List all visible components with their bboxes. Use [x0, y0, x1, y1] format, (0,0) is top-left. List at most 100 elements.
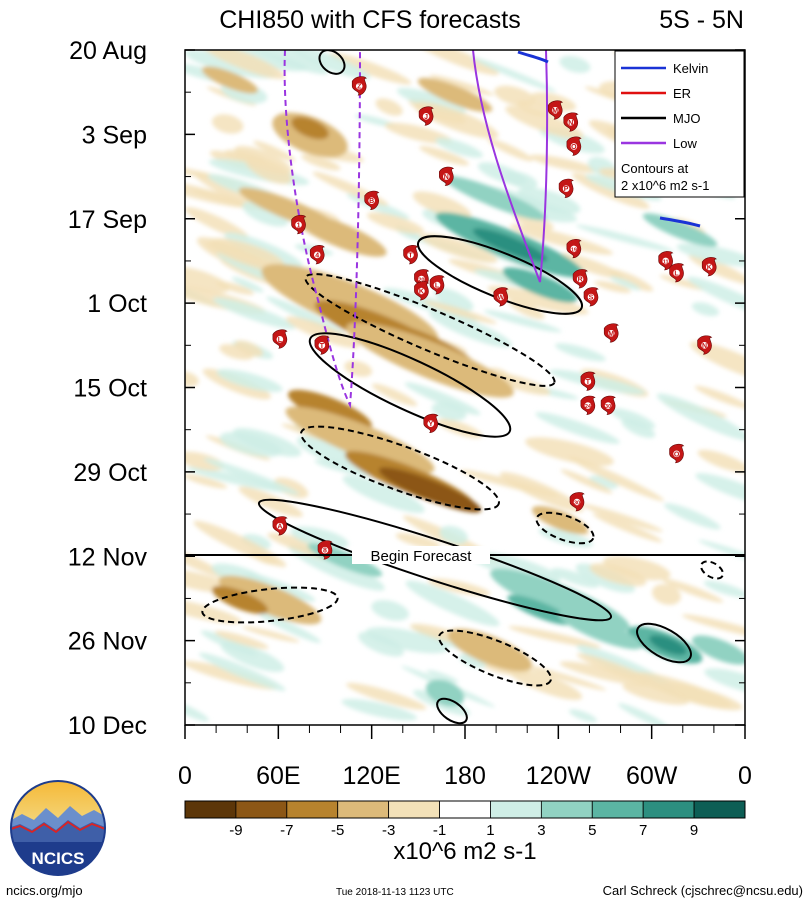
anomaly-cell	[490, 568, 630, 632]
anomaly-cell	[551, 568, 599, 588]
y-tick-label: 10 Dec	[68, 712, 147, 740]
logo-text: NCICS	[32, 849, 85, 868]
anomaly-cell	[218, 575, 322, 625]
storm-marker: N	[439, 166, 455, 186]
anomaly-cell	[228, 50, 329, 75]
anomaly-cell	[549, 369, 646, 395]
storm-label: Z	[357, 84, 362, 91]
low-contour	[472, 50, 549, 283]
colorbar-box	[642, 800, 695, 819]
storm-eye	[295, 221, 302, 229]
storm-label: S	[589, 295, 594, 302]
colorbar-unit-label: x10^6 m2 s-1	[393, 838, 536, 865]
anomaly-cell	[508, 625, 601, 648]
anomaly-cell	[435, 137, 483, 158]
colorbar-box	[490, 800, 542, 819]
storm-marker: L	[272, 329, 288, 349]
storm-eye	[570, 143, 578, 150]
begin-forecast-label-bg	[352, 546, 490, 564]
anomaly-cell	[395, 533, 441, 549]
anomaly-cell	[293, 213, 387, 257]
anomaly-cell	[234, 145, 292, 175]
storm-marker: T	[403, 245, 419, 265]
storm-label: 11	[663, 259, 669, 265]
website-label[interactable]: ncics.org/mjo	[6, 883, 83, 898]
legend-label: Kelvin	[673, 61, 708, 76]
x-tick-labels: 0 60E 120E 180 120W 60W 0	[178, 762, 752, 790]
storm-marker: P	[558, 178, 574, 198]
anomaly-cell	[659, 274, 706, 291]
anomaly-cell	[502, 267, 578, 303]
colorbar-box	[184, 800, 237, 819]
storm-eye	[443, 173, 450, 180]
colorbar-tick-label: -9	[229, 822, 242, 839]
anomaly-cell	[426, 670, 459, 684]
storm-label: T	[320, 343, 325, 350]
storm-label: J	[424, 114, 428, 121]
anomaly-cell	[487, 285, 589, 315]
storm-eye	[584, 378, 592, 385]
anomaly-cell	[698, 539, 745, 568]
anomaly-cell	[429, 74, 494, 96]
mjo-contour	[257, 498, 613, 622]
anomaly-cell	[202, 66, 258, 94]
storm-eye	[701, 342, 708, 349]
storm-marker: 24	[580, 395, 596, 415]
anomaly-cell	[191, 189, 258, 211]
anomaly-cell	[203, 458, 300, 495]
anomaly-cell	[211, 114, 244, 134]
anomaly-cell	[592, 513, 663, 543]
storm-eye	[673, 450, 680, 458]
storm-marker: Z	[351, 76, 367, 96]
storm-eye	[573, 498, 581, 506]
colorbar-frame	[184, 800, 746, 819]
anomaly-cell	[199, 652, 286, 691]
anomaly-cell	[676, 243, 745, 267]
anomaly-cell	[185, 660, 278, 690]
anomaly-cell	[273, 477, 309, 499]
anomaly-cell	[253, 140, 296, 162]
storm-eye	[570, 245, 578, 253]
anomaly-cell	[487, 138, 533, 162]
anomaly-cell	[687, 276, 745, 320]
storm-label: K	[419, 289, 424, 296]
anomaly-cell	[405, 580, 500, 627]
storm-eye	[587, 293, 595, 301]
anomaly-cell	[535, 412, 620, 444]
anomaly-cell	[589, 475, 618, 489]
mjo-contour	[201, 586, 339, 624]
storm-marker: S	[583, 287, 599, 307]
anomaly-cell	[201, 50, 286, 80]
anomaly-cell	[366, 212, 425, 235]
x-tick-label: 60E	[256, 762, 300, 790]
storm-label: N	[444, 174, 449, 181]
anomaly-cell	[458, 653, 487, 669]
storm-label: M	[552, 108, 558, 115]
storm-label: W	[497, 295, 504, 302]
storm-eye	[567, 119, 575, 126]
storm-eye	[576, 275, 584, 283]
storm-eye	[321, 546, 329, 554]
y-tick-label: 3 Sep	[82, 121, 147, 149]
storm-label: 30	[574, 501, 580, 507]
anomaly-cell	[234, 340, 264, 357]
anomaly-cell	[560, 469, 613, 494]
storm-label: L	[674, 270, 679, 277]
anomaly-cell	[231, 276, 264, 293]
storm-eye	[584, 402, 592, 409]
y-tick-label: 17 Sep	[68, 206, 147, 234]
mjo-contour	[636, 622, 692, 664]
anomaly-cell	[572, 173, 650, 209]
storm-label: N	[702, 343, 707, 350]
anomaly-cell	[460, 469, 559, 497]
colorbar-box	[540, 800, 593, 819]
anomaly-cell	[531, 506, 589, 534]
colorbar-box	[591, 800, 644, 819]
y-tick-label: 1 Oct	[87, 290, 147, 318]
storm-marker: 30	[600, 395, 616, 415]
storm-eye	[276, 522, 284, 530]
anomaly-cell	[509, 224, 613, 255]
storm-marker: 30	[569, 492, 585, 512]
anomaly-cell	[618, 703, 670, 725]
anomaly-cell	[404, 382, 481, 416]
